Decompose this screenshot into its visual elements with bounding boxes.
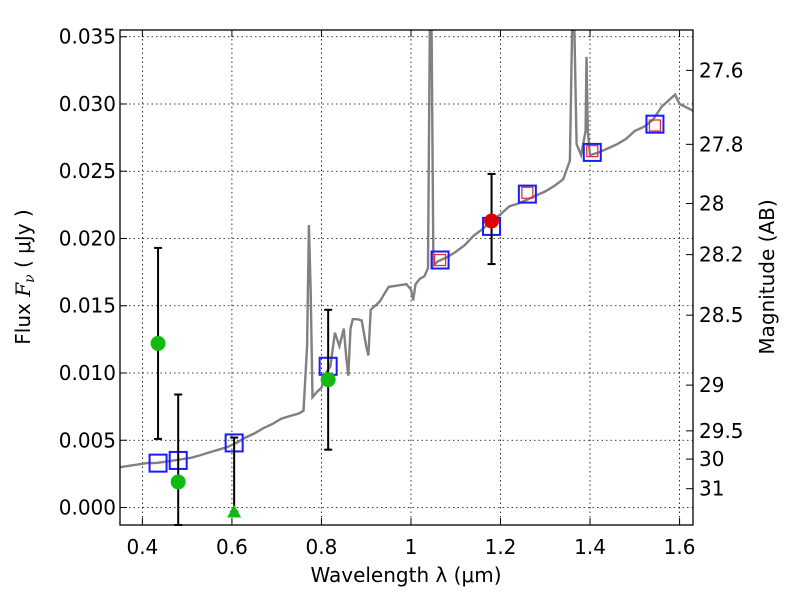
mag-tick-label-1: 27.8 (699, 132, 744, 156)
y-tick-label-1: 0.005 (59, 428, 116, 452)
y-tick-label-2: 0.010 (59, 361, 116, 385)
y-tick-label-5: 0.025 (59, 159, 116, 183)
mag-tick-label-7: 30 (699, 447, 724, 471)
mag-tick-label-2: 28 (699, 192, 724, 216)
series-4-point-3-small-square-marker (648, 119, 662, 132)
y-tick-label-6: 0.030 (59, 92, 116, 116)
series-0-point-6-square-marker (517, 184, 537, 204)
y-axis-label-left-prefix: Flux (11, 297, 35, 345)
series-1-point-1-circle-marker (170, 474, 186, 490)
x-axis-label: Wavelength λ (μm) (310, 563, 501, 587)
y-tick-label-7: 0.035 (59, 25, 116, 49)
mag-tick-label-6: 29.5 (699, 419, 744, 443)
plot-frame (119, 29, 694, 526)
y-tick-label-4: 0.020 (59, 226, 116, 250)
mag-tick-label-4: 28.5 (699, 303, 744, 327)
y-axis-label-left: Flux Fν ( μJy ) (11, 209, 38, 344)
series-4-point-0-small-square-marker (433, 253, 447, 267)
x-tick-label-5: 1.4 (574, 535, 606, 559)
series-0-point-8-square-marker (645, 114, 665, 134)
series-4-point-1-small-square-marker (521, 186, 534, 199)
series-0-point-4-square-marker (430, 250, 450, 270)
y-axis-label-right: Magnitude (AB) (755, 199, 779, 354)
y-axis-label-left-symbol: F (11, 282, 35, 298)
model-spectrum-line (120, 30, 693, 469)
mag-tick-label-8: 31 (699, 477, 724, 501)
series-0-point-0-square-marker (148, 453, 168, 473)
series-1-point-2-circle-marker (320, 372, 336, 388)
series-2-point-0-triangle-marker (227, 504, 242, 518)
x-tick-label-0: 0.4 (126, 535, 158, 559)
y-tick-label-0: 0.000 (59, 496, 116, 520)
series-1-point-0-circle-marker (150, 335, 166, 351)
plot-data (120, 30, 693, 526)
mag-tick-label-0: 27.6 (699, 58, 744, 82)
x-tick-label-6: 1.6 (664, 535, 696, 559)
grid (120, 30, 693, 525)
series-0-point-7-square-marker (582, 142, 602, 162)
series-3-point-0-circle-marker (484, 213, 500, 229)
y-axis-label-left-subscript: ν (22, 274, 38, 283)
x-tick-label-1: 0.6 (216, 535, 248, 559)
y-axis-label-left-suffix: ( μJy ) (11, 209, 35, 274)
series-4-point-2-small-square-marker (586, 144, 599, 158)
mag-tick-label-3: 28.2 (699, 243, 744, 267)
x-tick-label-4: 1.2 (485, 535, 517, 559)
axes-ticks: 0.4 0.6 0.8 1 1.2 1.4 1.6 0.000 0.005 0.010 0.015 0… (59, 25, 744, 559)
mag-tick-label-5: 29 (699, 373, 724, 397)
x-tick-label-2: 0.8 (306, 535, 338, 559)
x-tick-label-3: 1 (405, 535, 418, 559)
y-tick-label-3: 0.015 (59, 294, 116, 318)
